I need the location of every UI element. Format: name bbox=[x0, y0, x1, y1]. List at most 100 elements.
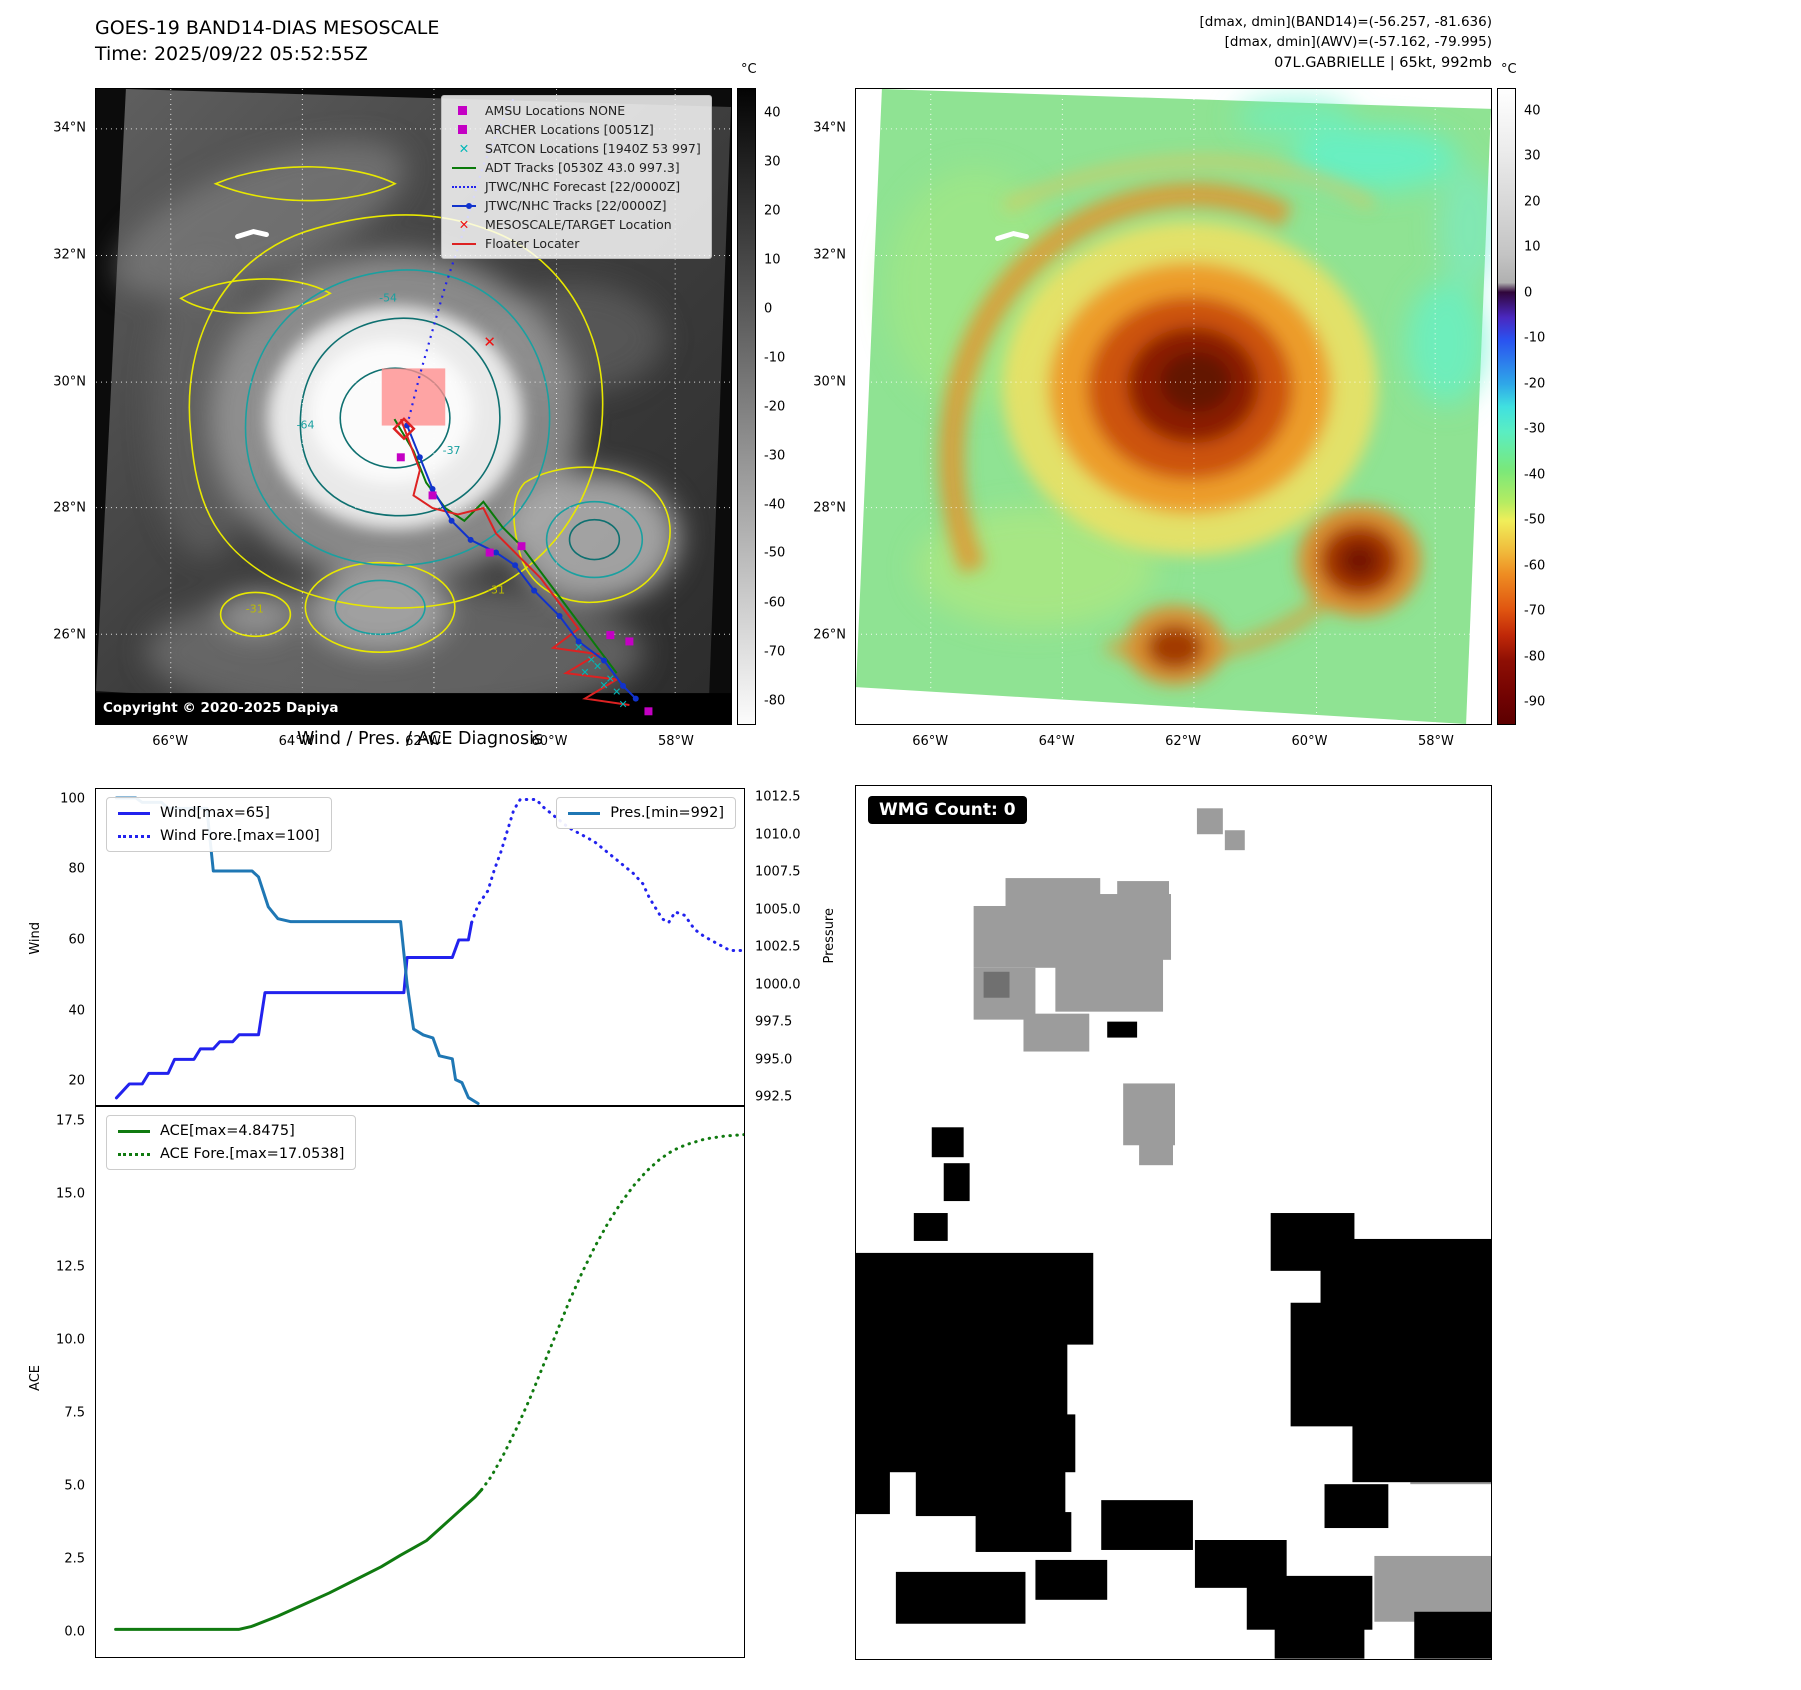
legend-item: JTWC/NHC Tracks [22/0000Z] bbox=[452, 198, 701, 213]
tick-label: -10 bbox=[1524, 330, 1546, 346]
tick-label: 5.0 bbox=[64, 1478, 85, 1494]
cloud-field bbox=[115, 141, 680, 723]
svg-text:-31: -31 bbox=[487, 584, 505, 597]
x-marker-icon: ✕ bbox=[458, 217, 470, 232]
legend-label: SATCON Locations [1940Z 53 997] bbox=[485, 141, 701, 156]
tick-label: -80 bbox=[1524, 649, 1546, 665]
tick-label: 60°W bbox=[531, 734, 568, 749]
bottom-black-strip bbox=[96, 693, 731, 724]
figure-header: GOES-19 BAND14-DIAS MESOSCALE Time: 2025… bbox=[95, 16, 439, 67]
ace-axis-label: ACE bbox=[28, 1365, 43, 1391]
figure-title: GOES-19 BAND14-DIAS MESOSCALE bbox=[95, 17, 440, 39]
tick-label: 64°W bbox=[1038, 734, 1075, 749]
figure-time: Time: 2025/09/22 05:52:55Z bbox=[95, 42, 368, 65]
tick-label: 1007.5 bbox=[755, 864, 801, 880]
svg-text:-54: -54 bbox=[379, 292, 397, 305]
legend-label: Wind Fore.[max=100] bbox=[160, 828, 320, 844]
tick-label: 60 bbox=[68, 932, 85, 948]
svg-text:✕: ✕ bbox=[606, 673, 615, 686]
legend-item: ARCHER Locations [0051Z] bbox=[452, 122, 701, 137]
tick-label: 40 bbox=[1524, 103, 1541, 119]
wind-axis-label: Wind bbox=[28, 922, 43, 955]
info-awv-range: [dmax, dmin](AWV)=(-57.162, -79.995) bbox=[1224, 34, 1492, 51]
series-ACE Fore.[max=17.0538] bbox=[480, 1133, 744, 1492]
tick-label: 15.0 bbox=[56, 1186, 85, 1202]
legend-item: ✕ MESOSCALE/TARGET Location bbox=[452, 217, 701, 232]
tick-label: 0 bbox=[1524, 285, 1533, 301]
tick-label: 1010.0 bbox=[755, 827, 801, 842]
tick-label: 62°W bbox=[405, 734, 441, 749]
linedot-marker-icon bbox=[452, 204, 476, 207]
line-marker-icon bbox=[452, 242, 476, 245]
tick-label: 1005.0 bbox=[755, 902, 801, 917]
tick-label: 30 bbox=[1524, 148, 1541, 164]
line-marker-icon bbox=[118, 834, 150, 838]
tick-label: 1012.5 bbox=[755, 789, 801, 805]
pressure-axis-label: Pressure bbox=[822, 908, 837, 964]
tick-label: 34°N bbox=[813, 120, 846, 136]
legend-label: JTWC/NHC Forecast [22/0000Z] bbox=[485, 179, 681, 194]
band14-map-panel: ✕ ✕ ✕ ✕ ✕ ✕ ✕ ✕ ✕ -54 -64 -37 -31 -31 AMSU Locations … bbox=[95, 88, 732, 725]
tick-label: 40 bbox=[764, 105, 781, 120]
awv-storm bbox=[938, 155, 1422, 686]
svg-text:-31: -31 bbox=[246, 603, 264, 616]
svg-text:-64: -64 bbox=[297, 419, 315, 432]
awv-colorbar-ticks: 40 30 20 10 0 -10 -20 -30 -40 -50 -60 -70 -80 -90 bbox=[1520, 88, 1572, 725]
band14-legend: AMSU Locations NONE ARCHER Locations [005… bbox=[441, 95, 712, 259]
legend-label: JTWC/NHC Tracks [22/0000Z] bbox=[485, 198, 667, 213]
tick-label: -60 bbox=[764, 595, 786, 610]
legend-item: Wind[max=65] bbox=[118, 805, 320, 821]
wmg-map-panel: WMG Count: 0 bbox=[855, 785, 1492, 1660]
latlon-gridlines bbox=[856, 89, 1491, 724]
svg-text:✕: ✕ bbox=[593, 660, 602, 673]
pressure-y-axis: 992.5 995.0 997.5 1000.0 1002.5 1005.0 1007.5 1… bbox=[749, 788, 805, 1106]
tick-label: 26°N bbox=[53, 627, 86, 643]
tick-label: 1002.5 bbox=[755, 939, 801, 955]
band14-lon-axis: 66°W 64°W 62°W 60°W 58°W bbox=[95, 729, 732, 751]
legend-label: ADT Tracks [0530Z 43.0 997.3] bbox=[485, 160, 680, 175]
legend-label: ARCHER Locations [0051Z] bbox=[485, 122, 654, 137]
tick-label: 0 bbox=[764, 301, 773, 316]
cloud-streak bbox=[995, 230, 1029, 242]
band14-lat-axis: 34°N 32°N 30°N 28°N 26°N bbox=[40, 88, 90, 725]
tick-label: -60 bbox=[1524, 558, 1546, 574]
series-ACE[max=4.8475] bbox=[114, 1488, 484, 1631]
tick-label: 64°W bbox=[278, 734, 315, 749]
legend-item: Floater Locater bbox=[452, 236, 701, 251]
awv-colorbar bbox=[1497, 88, 1516, 725]
legend-item: ACE[max=4.8475] bbox=[118, 1123, 344, 1139]
tick-label: -40 bbox=[1524, 467, 1546, 483]
tick-label: 34°N bbox=[53, 120, 86, 136]
tick-label: 58°W bbox=[657, 734, 694, 749]
svg-text:✕: ✕ bbox=[618, 698, 627, 711]
svg-text:✕: ✕ bbox=[483, 333, 496, 351]
svg-text:✕: ✕ bbox=[599, 679, 608, 692]
tick-label: 30 bbox=[764, 154, 781, 169]
tick-label: 992.5 bbox=[755, 1089, 793, 1105]
legend-label: Wind[max=65] bbox=[160, 805, 270, 821]
tick-label: 28°N bbox=[53, 500, 86, 516]
legend-item: AMSU Locations NONE bbox=[452, 103, 701, 118]
square-marker-icon bbox=[458, 106, 467, 115]
wind-y-axis: 20 40 60 80 100 bbox=[45, 788, 91, 1106]
dotted-marker-icon bbox=[452, 185, 476, 188]
svg-text:✕: ✕ bbox=[612, 685, 621, 698]
svg-text:-37: -37 bbox=[443, 444, 461, 457]
tick-label: -20 bbox=[764, 399, 786, 414]
tick-label: 58°W bbox=[1417, 734, 1454, 749]
tick-label: -20 bbox=[1524, 376, 1546, 392]
legend-label: AMSU Locations NONE bbox=[485, 103, 626, 118]
cloud-streak bbox=[235, 228, 269, 240]
tick-label: -80 bbox=[764, 693, 786, 708]
legend-label: MESOSCALE/TARGET Location bbox=[485, 217, 672, 232]
tick-label: 26°N bbox=[813, 627, 846, 643]
x-marker-icon: ✕ bbox=[458, 141, 470, 156]
legend-label: ACE[max=4.8475] bbox=[160, 1123, 295, 1139]
line-marker-icon bbox=[118, 1152, 150, 1156]
tick-label: 28°N bbox=[813, 500, 846, 516]
tick-label: -40 bbox=[764, 497, 786, 512]
svg-text:✕: ✕ bbox=[587, 654, 596, 667]
tick-label: 17.5 bbox=[56, 1113, 85, 1129]
tick-label: 1000.0 bbox=[755, 977, 801, 992]
